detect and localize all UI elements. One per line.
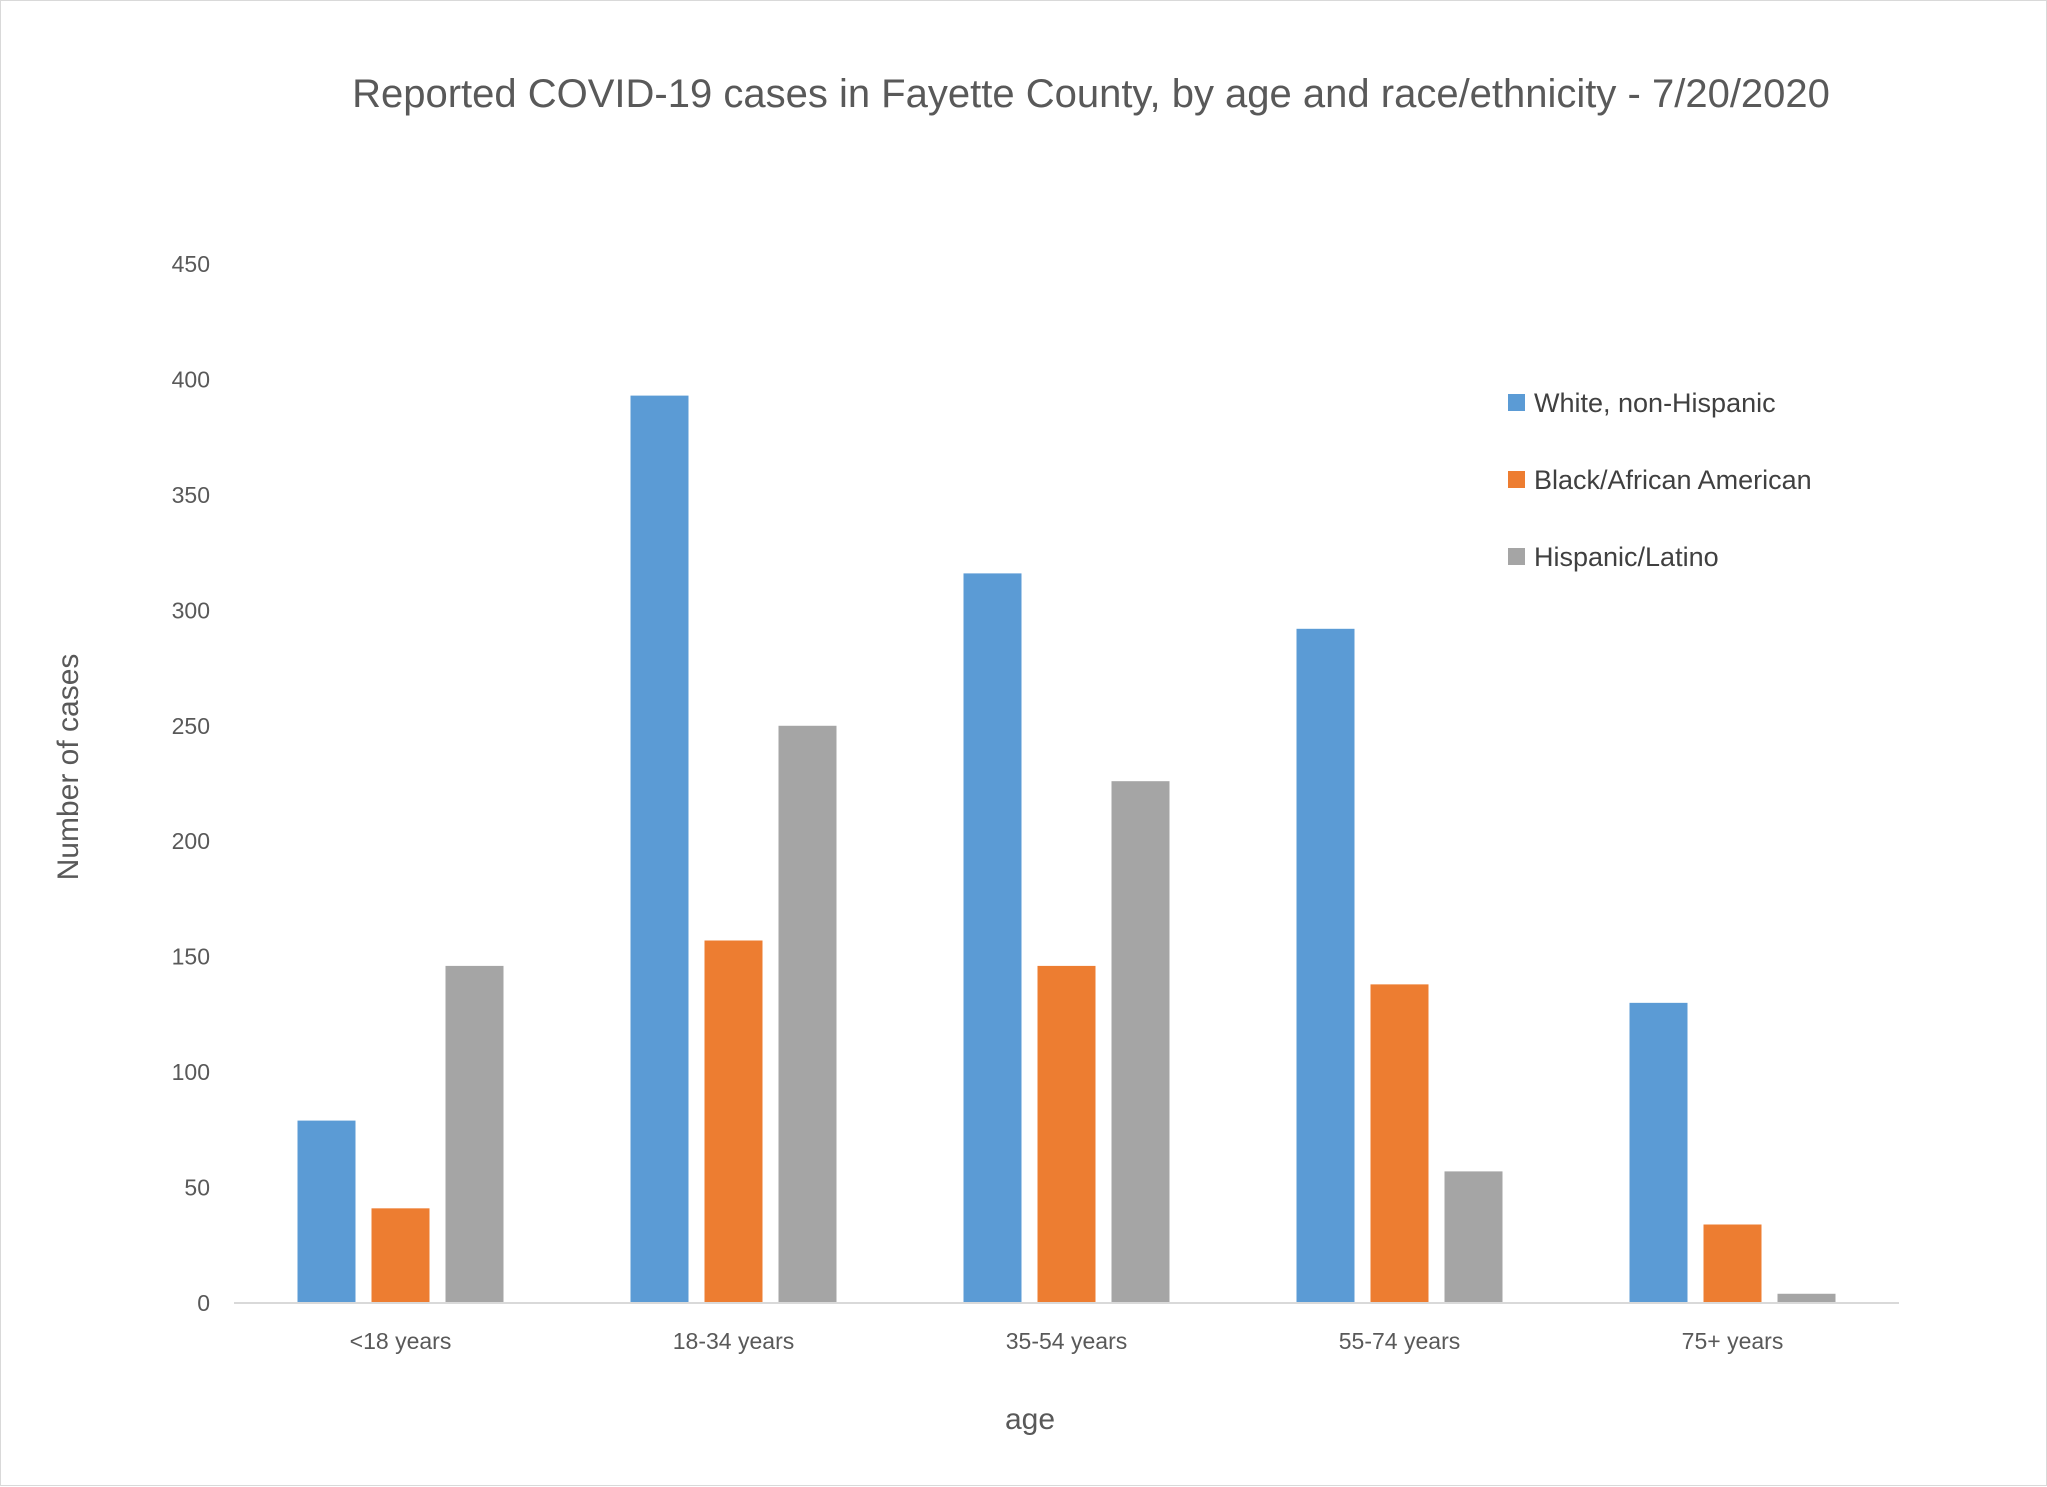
bars [297, 395, 1836, 1303]
y-axis-ticks: 0 50 100 150 200 250 300 350 400 450 [172, 251, 210, 1316]
bar [1777, 1293, 1836, 1303]
y-tick-label: 100 [172, 1059, 210, 1085]
y-tick-label: 250 [172, 713, 210, 739]
bar [704, 940, 763, 1303]
bar [778, 725, 837, 1303]
x-tick-label: 18-34 years [673, 1328, 794, 1354]
bar [1444, 1171, 1503, 1303]
y-tick-label: 300 [172, 597, 210, 623]
y-tick-label: 0 [197, 1290, 210, 1316]
x-tick-label: 55-74 years [1339, 1328, 1460, 1354]
bar [963, 573, 1022, 1303]
legend: White, non-Hispanic Black/African America… [1508, 388, 1812, 572]
legend-label: Hispanic/Latino [1534, 542, 1719, 572]
x-axis-ticks: <18 years 18-34 years 35-54 years 55-74 yea… [350, 1328, 1784, 1354]
bar [1111, 781, 1170, 1303]
bar [1703, 1224, 1762, 1303]
y-tick-label: 450 [172, 251, 210, 277]
legend-swatch [1508, 471, 1525, 488]
y-tick-label: 150 [172, 944, 210, 970]
bar [297, 1120, 356, 1303]
y-axis-title: Number of cases [52, 654, 85, 881]
x-tick-label: 35-54 years [1006, 1328, 1127, 1354]
x-axis-title: age [1005, 1403, 1055, 1436]
bar [1629, 1002, 1688, 1303]
x-tick-label: 75+ years [1682, 1328, 1784, 1354]
y-tick-label: 400 [172, 366, 210, 392]
y-tick-label: 50 [184, 1175, 210, 1201]
legend-swatch [1508, 548, 1525, 565]
legend-label: Black/African American [1534, 465, 1812, 495]
bar [1037, 965, 1096, 1303]
y-tick-label: 350 [172, 482, 210, 508]
legend-swatch [1508, 394, 1525, 411]
bar [630, 395, 689, 1303]
y-tick-label: 200 [172, 828, 210, 854]
bar [1370, 984, 1429, 1303]
legend-label: White, non-Hispanic [1534, 388, 1776, 418]
x-tick-label: <18 years [350, 1328, 452, 1354]
bar [445, 965, 504, 1303]
bar [1296, 628, 1355, 1303]
chart-title: Reported COVID-19 cases in Fayette Count… [352, 72, 1830, 116]
bar [371, 1208, 430, 1303]
